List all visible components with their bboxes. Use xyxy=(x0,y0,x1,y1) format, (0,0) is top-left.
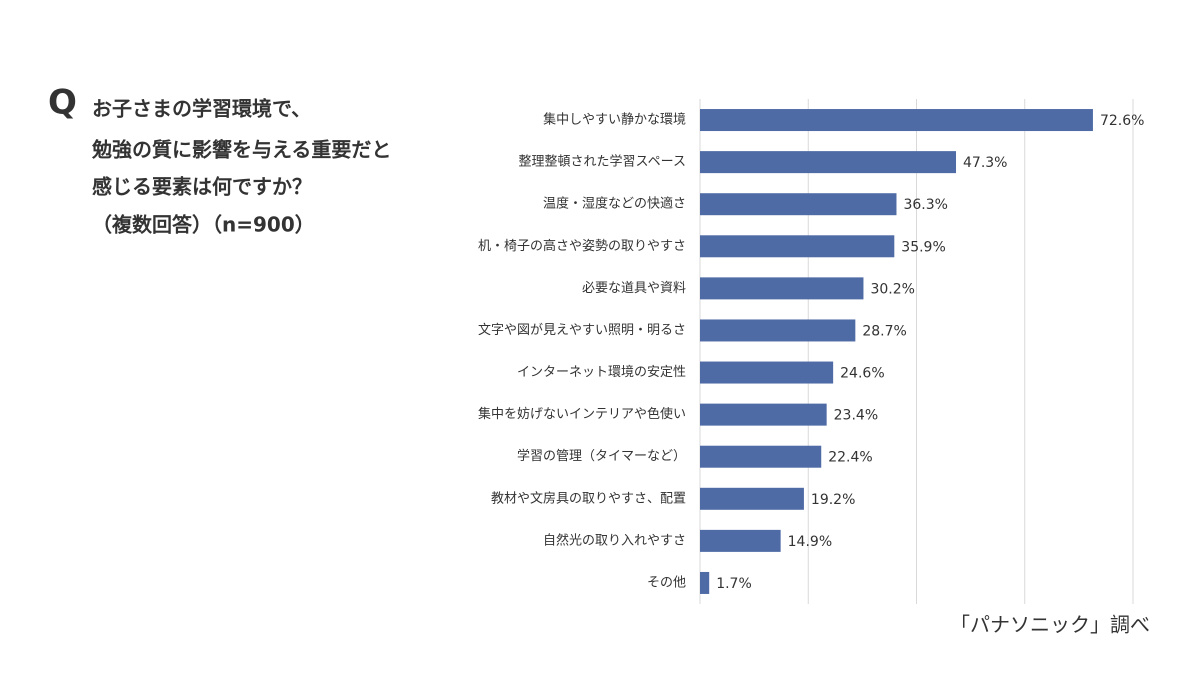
category-label: 学習の管理（タイマーなど） xyxy=(517,448,686,464)
category-label: 整理整頓された学習スペース xyxy=(519,154,686,170)
bar xyxy=(700,445,822,468)
title-line: 感じる要素は何ですか？ xyxy=(92,175,312,199)
value-label: 14.9% xyxy=(788,534,832,550)
value-label: 35.9% xyxy=(901,239,945,255)
category-label: 机・椅子の高さや姿勢の取りやすさ xyxy=(478,238,686,254)
category-label: 必要な道具や資料 xyxy=(582,281,686,296)
value-label: 30.2% xyxy=(870,281,914,297)
question-mark: Q xyxy=(48,83,77,123)
value-label: 22.4% xyxy=(828,450,872,466)
bar xyxy=(700,277,864,300)
value-label: 36.3% xyxy=(903,197,947,213)
bar xyxy=(700,193,897,216)
bar xyxy=(700,151,957,174)
bar xyxy=(700,109,1093,132)
value-label: 23.4% xyxy=(834,408,878,424)
category-label: 集中を妨げないインテリアや色使い xyxy=(478,406,686,422)
value-label: 47.3% xyxy=(963,155,1007,171)
category-label: 文字や図が見えやすい照明・明るさ xyxy=(478,323,686,338)
bar xyxy=(700,487,804,510)
category-label: 集中しやすい静かな環境 xyxy=(543,112,686,128)
bar xyxy=(700,235,895,258)
value-label: 24.6% xyxy=(840,366,884,382)
category-label: 自然光の取り入れやすさ xyxy=(543,532,686,548)
category-label: 温度・湿度などの快適さ xyxy=(543,196,686,212)
value-label: 28.7% xyxy=(862,323,906,339)
category-label: 教材や文房具の取りやすさ、配置 xyxy=(491,490,686,506)
title-line: お子さまの学習環境で、 xyxy=(92,97,311,121)
value-label: 1.7% xyxy=(716,576,752,592)
value-label: 19.2% xyxy=(811,492,855,508)
bar xyxy=(700,403,827,426)
source: 「パナソニック」調べ xyxy=(950,613,1150,637)
bar xyxy=(700,571,710,594)
bar xyxy=(700,361,834,384)
title-line: （複数回答）（n=900） xyxy=(92,213,315,237)
value-label: 72.6% xyxy=(1100,113,1144,129)
title-line: 勉強の質に影響を与える重要だと xyxy=(91,138,391,162)
category-label: その他 xyxy=(647,575,686,590)
bar xyxy=(700,529,781,552)
bar xyxy=(700,319,856,342)
category-label: インターネット環境の安定性 xyxy=(517,365,686,380)
